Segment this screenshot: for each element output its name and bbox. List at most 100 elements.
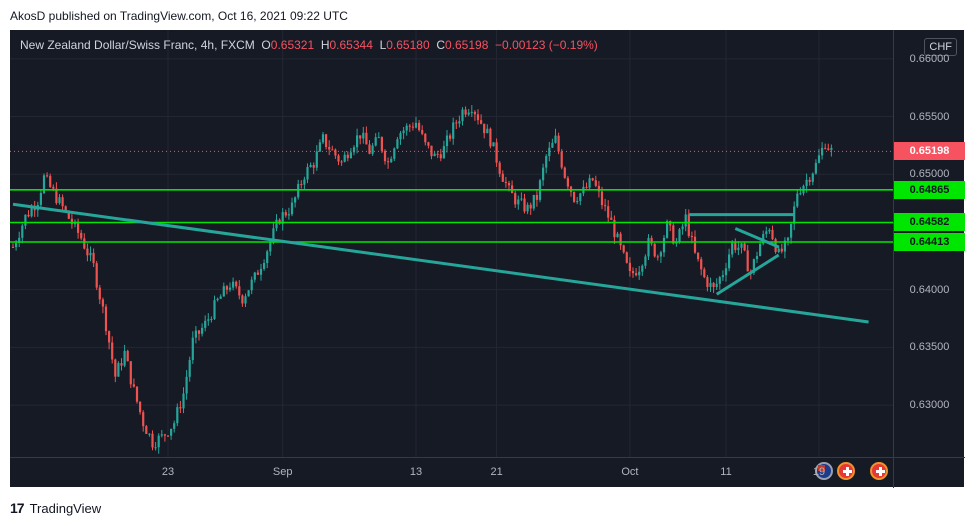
candle-body bbox=[576, 201, 579, 203]
candle-body bbox=[421, 130, 424, 134]
candle-body bbox=[222, 286, 225, 297]
currency-tag[interactable]: CHF bbox=[924, 38, 957, 56]
candle-body bbox=[827, 148, 830, 150]
candle-body bbox=[117, 363, 120, 377]
price-tick-label: 0.65000 bbox=[909, 168, 950, 181]
candle-body bbox=[101, 299, 104, 307]
candle-body bbox=[573, 191, 576, 202]
candle-body bbox=[697, 252, 700, 260]
symbol-legend: New Zealand Dollar/Swiss Franc, 4h, FXCM… bbox=[20, 38, 598, 52]
candle-body bbox=[619, 233, 622, 246]
candle-body bbox=[315, 151, 318, 168]
candle-body bbox=[520, 198, 523, 200]
symbol-title[interactable]: New Zealand Dollar/Swiss Franc, 4h, FXCM bbox=[20, 38, 255, 52]
candle-body bbox=[15, 243, 18, 248]
price-tick-label: 0.63000 bbox=[909, 399, 950, 412]
candle-body bbox=[666, 221, 669, 238]
candle-body bbox=[517, 199, 520, 205]
candle-body bbox=[467, 112, 470, 115]
candle-body bbox=[501, 173, 504, 182]
candle-body bbox=[89, 252, 92, 256]
candle-body bbox=[532, 194, 535, 209]
price-pane[interactable]: New Zealand Dollar/Swiss Franc, 4h, FXCM… bbox=[10, 30, 893, 457]
candle-body bbox=[132, 384, 135, 387]
candle-body bbox=[148, 433, 151, 435]
candle-body bbox=[374, 137, 377, 146]
candle-body bbox=[309, 165, 312, 168]
chf-event-icon[interactable] bbox=[870, 462, 888, 480]
candle-body bbox=[368, 144, 371, 154]
candle-body bbox=[681, 226, 684, 230]
candle-body bbox=[545, 156, 548, 168]
candle-body bbox=[786, 237, 790, 241]
candle-body bbox=[306, 167, 309, 180]
price-tick-label: 0.65500 bbox=[909, 110, 950, 123]
time-axis[interactable]: 23 Sep 13 21 Oct 11 19 bbox=[10, 457, 893, 488]
candle-body bbox=[21, 225, 24, 238]
candle-body bbox=[449, 135, 452, 139]
high-value: 0.65344 bbox=[329, 38, 373, 52]
candle-body bbox=[712, 282, 715, 288]
candle-body bbox=[427, 142, 430, 146]
candle-body bbox=[498, 162, 501, 174]
price-tick-label: 0.63500 bbox=[909, 341, 950, 354]
candle-body bbox=[824, 147, 827, 149]
candle-body bbox=[718, 277, 721, 284]
candle-body bbox=[597, 185, 600, 192]
candle-body bbox=[554, 135, 557, 143]
candle-body bbox=[201, 327, 204, 334]
candle-body bbox=[414, 122, 418, 128]
open-value: 0.65321 bbox=[270, 38, 315, 52]
candle-body bbox=[247, 290, 250, 297]
candle-body bbox=[814, 162, 817, 174]
candle-body bbox=[58, 197, 61, 204]
candle-body bbox=[805, 179, 808, 186]
candle-body bbox=[424, 133, 427, 143]
candle-body bbox=[452, 122, 455, 139]
candle-body bbox=[557, 135, 560, 152]
candle-body bbox=[356, 135, 359, 148]
candle-body bbox=[765, 231, 768, 235]
candle-body bbox=[108, 331, 111, 343]
candle-body bbox=[783, 240, 786, 252]
candle-body bbox=[622, 245, 625, 253]
candle-body bbox=[244, 296, 247, 304]
candle-body bbox=[740, 243, 743, 248]
change-value: −0.00123 (−0.19%) bbox=[495, 38, 598, 52]
candle-body bbox=[396, 139, 399, 149]
candle-body bbox=[129, 361, 132, 385]
candle-body bbox=[641, 265, 644, 272]
candle-body bbox=[628, 262, 631, 272]
candle-body bbox=[579, 193, 582, 202]
candle-body bbox=[86, 248, 89, 256]
chf-flag-icon[interactable] bbox=[837, 462, 855, 480]
candle-body bbox=[371, 145, 374, 154]
candle-body bbox=[235, 281, 238, 287]
candle-body bbox=[340, 161, 343, 163]
candle-body bbox=[734, 241, 737, 250]
candle-body bbox=[18, 237, 21, 244]
candle-body bbox=[287, 214, 290, 216]
candle-body bbox=[318, 142, 321, 152]
candle-body bbox=[362, 132, 365, 139]
candle-body bbox=[176, 407, 179, 424]
nzd-flag-icon[interactable] bbox=[815, 462, 833, 480]
candle-body bbox=[166, 435, 170, 437]
time-tick-label: 13 bbox=[409, 466, 423, 478]
tradingview-logo-icon[interactable]: 17 bbox=[10, 500, 25, 516]
candle-body bbox=[650, 237, 653, 244]
candle-body bbox=[294, 197, 297, 203]
brand-name[interactable]: TradingView bbox=[29, 500, 102, 516]
candle-body bbox=[548, 147, 551, 157]
candle-body bbox=[272, 228, 275, 242]
candle-body bbox=[653, 243, 656, 257]
candle-body bbox=[483, 123, 486, 134]
price-axis[interactable]: CHF 0.66000 0.65500 0.65000 0.64000 0.63500 0… bbox=[893, 30, 965, 457]
candle-body bbox=[684, 214, 687, 227]
candle-body bbox=[111, 342, 114, 360]
candle-body bbox=[436, 153, 439, 155]
candle-body bbox=[700, 259, 703, 270]
candle-body bbox=[33, 207, 36, 211]
candle-body bbox=[746, 250, 749, 272]
candle-body bbox=[365, 132, 368, 145]
